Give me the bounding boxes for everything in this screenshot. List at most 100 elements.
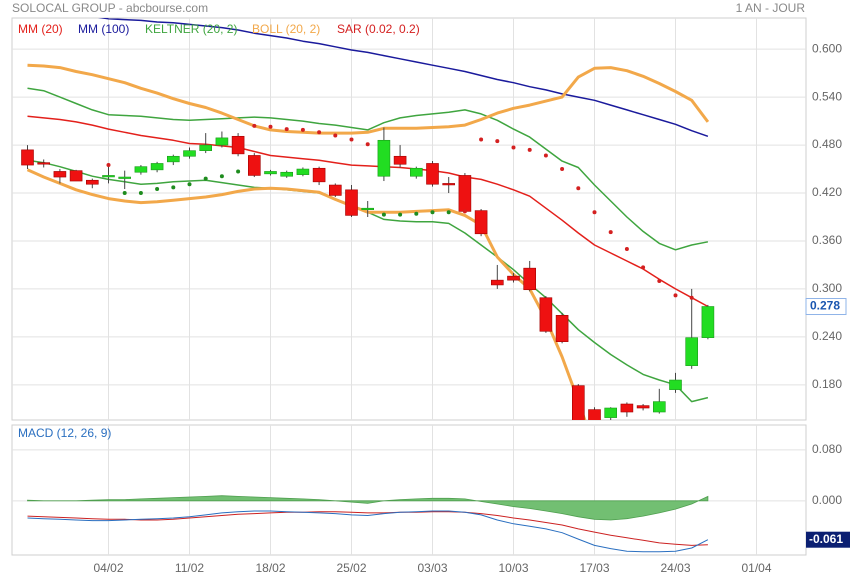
candle-body	[377, 139, 391, 177]
legend-item: KELTNER (20, 2)	[145, 22, 237, 36]
sar-dot	[657, 278, 662, 283]
sar-dot	[414, 211, 419, 216]
candle-body	[118, 176, 131, 179]
candle-body	[604, 407, 618, 418]
last-price-box	[805, 298, 847, 316]
candle-body	[248, 155, 261, 176]
candle-body	[685, 337, 699, 366]
y-tick-label: 0.360	[812, 233, 842, 247]
candle-body	[571, 385, 585, 420]
candle-body	[426, 163, 439, 185]
overlay-line	[27, 87, 709, 251]
sar-dot	[122, 191, 127, 196]
candle-body	[280, 171, 294, 177]
macd-legend: MACD (12, 26, 9)	[18, 426, 111, 440]
legend-item: SAR (0.02, 0.2)	[337, 22, 420, 36]
macd-line	[27, 510, 709, 553]
sar-dot	[608, 230, 613, 235]
legend-item: BOLL (20, 2)	[252, 22, 320, 36]
candle-body	[21, 149, 34, 166]
macd-panel	[11, 424, 807, 556]
candle-body	[361, 207, 375, 211]
candle-body	[199, 144, 212, 151]
candle-body	[215, 137, 229, 146]
macd-histogram	[27, 495, 709, 521]
sar-dot	[268, 124, 273, 129]
sar-dot	[689, 295, 694, 300]
candle-body	[231, 135, 245, 155]
y-tick-label: 0.300	[812, 281, 842, 295]
x-tick-label: 11/02	[175, 561, 204, 575]
candle-body	[588, 409, 601, 420]
candle-body	[507, 275, 520, 281]
overlay-line	[27, 115, 709, 308]
sar-dot	[592, 210, 597, 215]
candle-body	[102, 175, 115, 178]
candle-body	[636, 405, 650, 409]
sar-dot	[252, 123, 257, 128]
last-macd-box	[806, 531, 850, 548]
y-tick-label: 0.480	[812, 137, 842, 151]
price-panel	[11, 17, 807, 421]
sar-dot	[300, 127, 305, 132]
legend-item: MM (100)	[78, 22, 129, 36]
candle-body	[458, 175, 472, 212]
candle-body	[523, 267, 537, 291]
y-tick-label: 0.240	[812, 329, 842, 343]
sar-dot	[495, 139, 500, 144]
x-tick-label: 04/02	[93, 561, 123, 575]
candle-body	[134, 166, 148, 173]
chart-title: SOLOCAL GROUP - abcbourse.com	[12, 1, 208, 15]
candle-body	[150, 163, 164, 171]
candle-body	[264, 171, 277, 175]
sar-dot	[576, 186, 581, 191]
candle-body	[86, 179, 99, 185]
x-tick-label: 18/02	[255, 561, 285, 575]
sar-dot	[624, 246, 629, 251]
sar-dot	[219, 174, 224, 179]
x-tick-label: 03/03	[417, 561, 447, 575]
sar-dot	[511, 145, 516, 150]
candle-body	[328, 184, 342, 196]
y-tick-label: 0.420	[812, 185, 842, 199]
sar-dot	[236, 169, 241, 174]
sar-dot	[430, 210, 435, 215]
candle-body	[393, 155, 407, 165]
y-tick-label: 0.600	[812, 41, 842, 55]
overlay-line	[97, 18, 709, 138]
x-tick-label: 10/03	[498, 561, 528, 575]
y-tick-label: 0.080	[812, 442, 842, 456]
x-tick-label: 24/03	[660, 561, 690, 575]
sar-dot	[462, 209, 467, 214]
y-tick-label: 0.180	[812, 377, 842, 391]
sar-dot	[543, 153, 548, 158]
sar-dot	[106, 163, 111, 168]
sar-dot	[187, 182, 192, 187]
candle-body	[312, 167, 326, 183]
candle-body	[490, 279, 504, 286]
sar-dot	[527, 147, 532, 152]
last-price-label: 0.278	[810, 299, 840, 313]
sar-dot	[641, 265, 646, 270]
candle-body	[345, 189, 358, 216]
sar-dot	[333, 133, 338, 138]
candle-body	[539, 297, 553, 332]
candle-body	[183, 150, 196, 157]
last-macd-label: -0.061	[809, 532, 843, 546]
candle-body	[296, 168, 310, 175]
sar-dot	[673, 293, 678, 298]
sar-dot	[155, 187, 160, 192]
sar-dot	[398, 212, 403, 217]
x-tick-label: 25/02	[336, 561, 366, 575]
period-label: 1 AN - JOUR	[736, 1, 806, 15]
sar-dot	[349, 137, 354, 142]
legend-item: MM (20)	[18, 22, 63, 36]
candle-body	[53, 171, 67, 178]
candle-body	[555, 315, 569, 342]
candle-body	[474, 210, 488, 235]
candle-body	[669, 379, 682, 390]
sar-dot	[446, 210, 451, 215]
candle-body	[37, 162, 51, 165]
candle-body	[620, 403, 634, 413]
